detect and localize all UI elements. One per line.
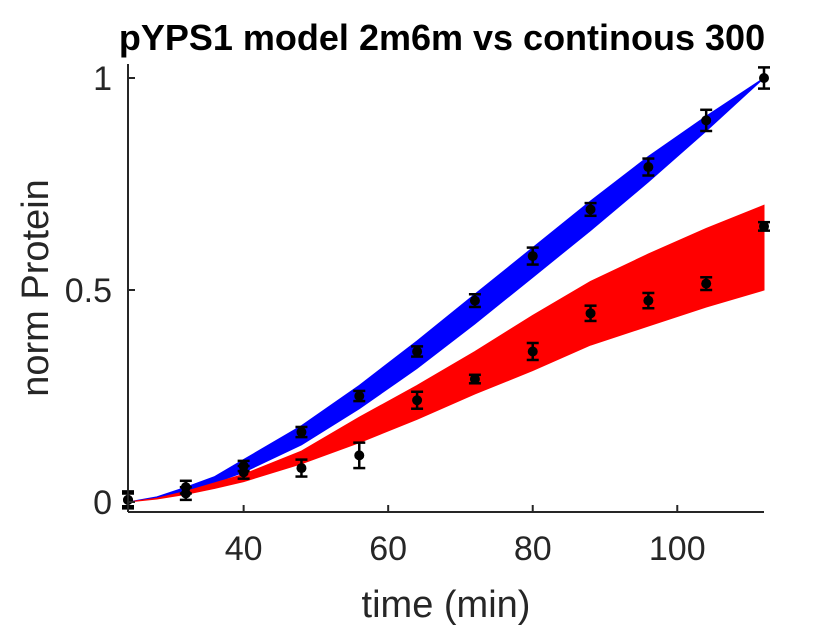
data-point xyxy=(526,341,539,362)
marker xyxy=(412,346,423,357)
model-bands xyxy=(127,77,765,503)
marker xyxy=(296,463,307,474)
x-tick-label: 40 xyxy=(225,530,263,568)
y-tick-label: 1 xyxy=(93,60,112,98)
x-tick-label: 100 xyxy=(649,530,706,568)
y-tick-label: 0.5 xyxy=(65,272,112,310)
x-tick-label: 60 xyxy=(369,530,407,568)
data-points xyxy=(122,66,770,510)
marker xyxy=(238,467,249,478)
model-band-2 xyxy=(127,204,765,503)
data-point xyxy=(411,345,424,358)
x-axis-label: time (min) xyxy=(362,584,531,626)
marker xyxy=(585,204,596,215)
data-point xyxy=(584,201,597,218)
marker xyxy=(296,427,307,438)
data-point xyxy=(758,220,770,232)
marker xyxy=(469,295,480,306)
y-axis-label: norm Protein xyxy=(15,179,57,397)
data-point xyxy=(584,304,597,323)
marker xyxy=(701,115,712,126)
axes xyxy=(127,64,764,513)
data-point xyxy=(642,291,655,310)
data-point xyxy=(179,485,192,502)
marker xyxy=(354,391,365,401)
marker xyxy=(180,488,191,499)
tick-marks: 40 60 80 100 0 0.5 1 xyxy=(65,60,706,568)
marker xyxy=(412,395,423,406)
marker xyxy=(585,308,596,319)
marker xyxy=(701,278,712,289)
data-point xyxy=(468,292,481,309)
marker xyxy=(527,251,538,262)
data-point xyxy=(353,389,366,403)
data-point xyxy=(295,458,308,478)
data-point xyxy=(642,157,655,177)
data-point xyxy=(700,108,713,133)
data-point xyxy=(237,464,250,480)
data-point xyxy=(295,425,308,439)
data-point xyxy=(700,276,713,292)
y-tick-label: 0 xyxy=(93,484,112,522)
marker xyxy=(643,162,654,173)
marker xyxy=(527,346,538,357)
x-tick-label: 80 xyxy=(514,530,552,568)
data-point xyxy=(468,373,481,385)
data-point xyxy=(526,246,539,266)
data-point xyxy=(758,66,770,90)
marker xyxy=(759,221,769,232)
marker xyxy=(354,450,365,461)
marker xyxy=(643,295,654,306)
data-point xyxy=(353,441,366,470)
marker xyxy=(469,374,480,385)
data-point xyxy=(411,390,424,410)
marker xyxy=(759,73,769,83)
chart-title: pYPS1 model 2m6m vs continous 300 xyxy=(119,17,765,58)
